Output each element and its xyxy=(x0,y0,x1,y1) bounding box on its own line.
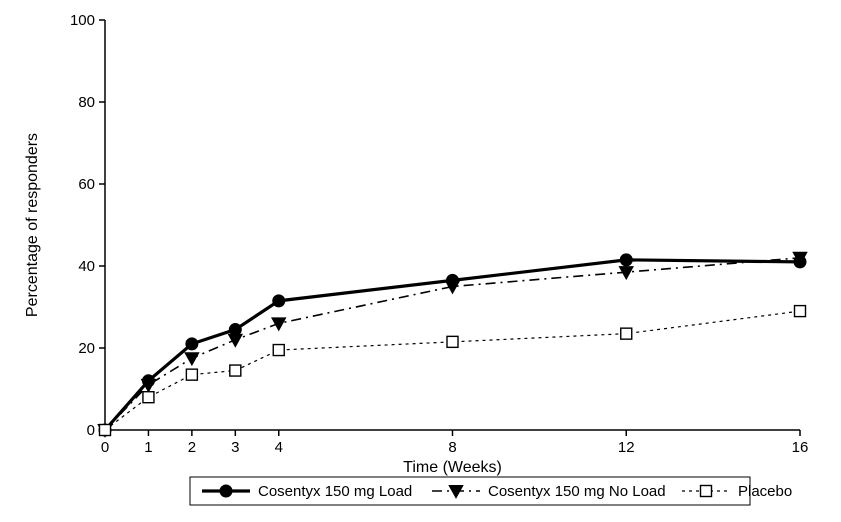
x-tick-label: 12 xyxy=(618,439,635,456)
series-marker-load xyxy=(273,295,285,307)
series-marker-placebo xyxy=(447,336,458,347)
x-tick-label: 3 xyxy=(231,439,239,456)
series-marker-placebo xyxy=(186,369,197,380)
series-marker-noload xyxy=(228,334,242,346)
y-tick-label: 80 xyxy=(78,94,95,111)
series-marker-placebo xyxy=(273,345,284,356)
x-tick-label: 0 xyxy=(101,439,109,456)
series-marker-placebo xyxy=(621,328,632,339)
series-marker-load xyxy=(620,254,632,266)
y-axis-title: Percentage of responders xyxy=(24,133,41,317)
y-tick-label: 20 xyxy=(78,340,95,357)
y-tick-label: 40 xyxy=(78,258,95,275)
series-line-placebo xyxy=(105,311,800,430)
x-tick-label: 8 xyxy=(448,439,456,456)
legend-label-placebo: Placebo xyxy=(738,483,792,500)
y-tick-label: 0 xyxy=(87,422,95,439)
y-tick-label: 60 xyxy=(78,176,95,193)
y-tick-label: 100 xyxy=(70,12,95,29)
series-marker-placebo xyxy=(795,306,806,317)
series-marker-load xyxy=(229,324,241,336)
x-tick-label: 16 xyxy=(792,439,809,456)
x-tick-label: 1 xyxy=(144,439,152,456)
series-marker-placebo xyxy=(100,425,111,436)
series-marker-load xyxy=(186,338,198,350)
legend-label-noload: Cosentyx 150 mg No Load xyxy=(488,483,666,500)
series-marker-noload xyxy=(185,353,199,365)
x-tick-label: 4 xyxy=(275,439,283,456)
series-marker-placebo xyxy=(143,392,154,403)
legend-marker-placebo xyxy=(701,486,712,497)
chart-container: { "chart": { "type": "line", "width": 84… xyxy=(0,0,841,517)
x-axis-title: Time (Weeks) xyxy=(403,459,502,476)
legend-label-load: Cosentyx 150 mg Load xyxy=(258,483,412,500)
line-chart: 0204060801000123481216Time (Weeks)Percen… xyxy=(0,0,841,517)
series-marker-placebo xyxy=(230,365,241,376)
legend-marker-load xyxy=(220,485,232,497)
series-marker-noload xyxy=(272,318,286,330)
x-tick-label: 2 xyxy=(188,439,196,456)
